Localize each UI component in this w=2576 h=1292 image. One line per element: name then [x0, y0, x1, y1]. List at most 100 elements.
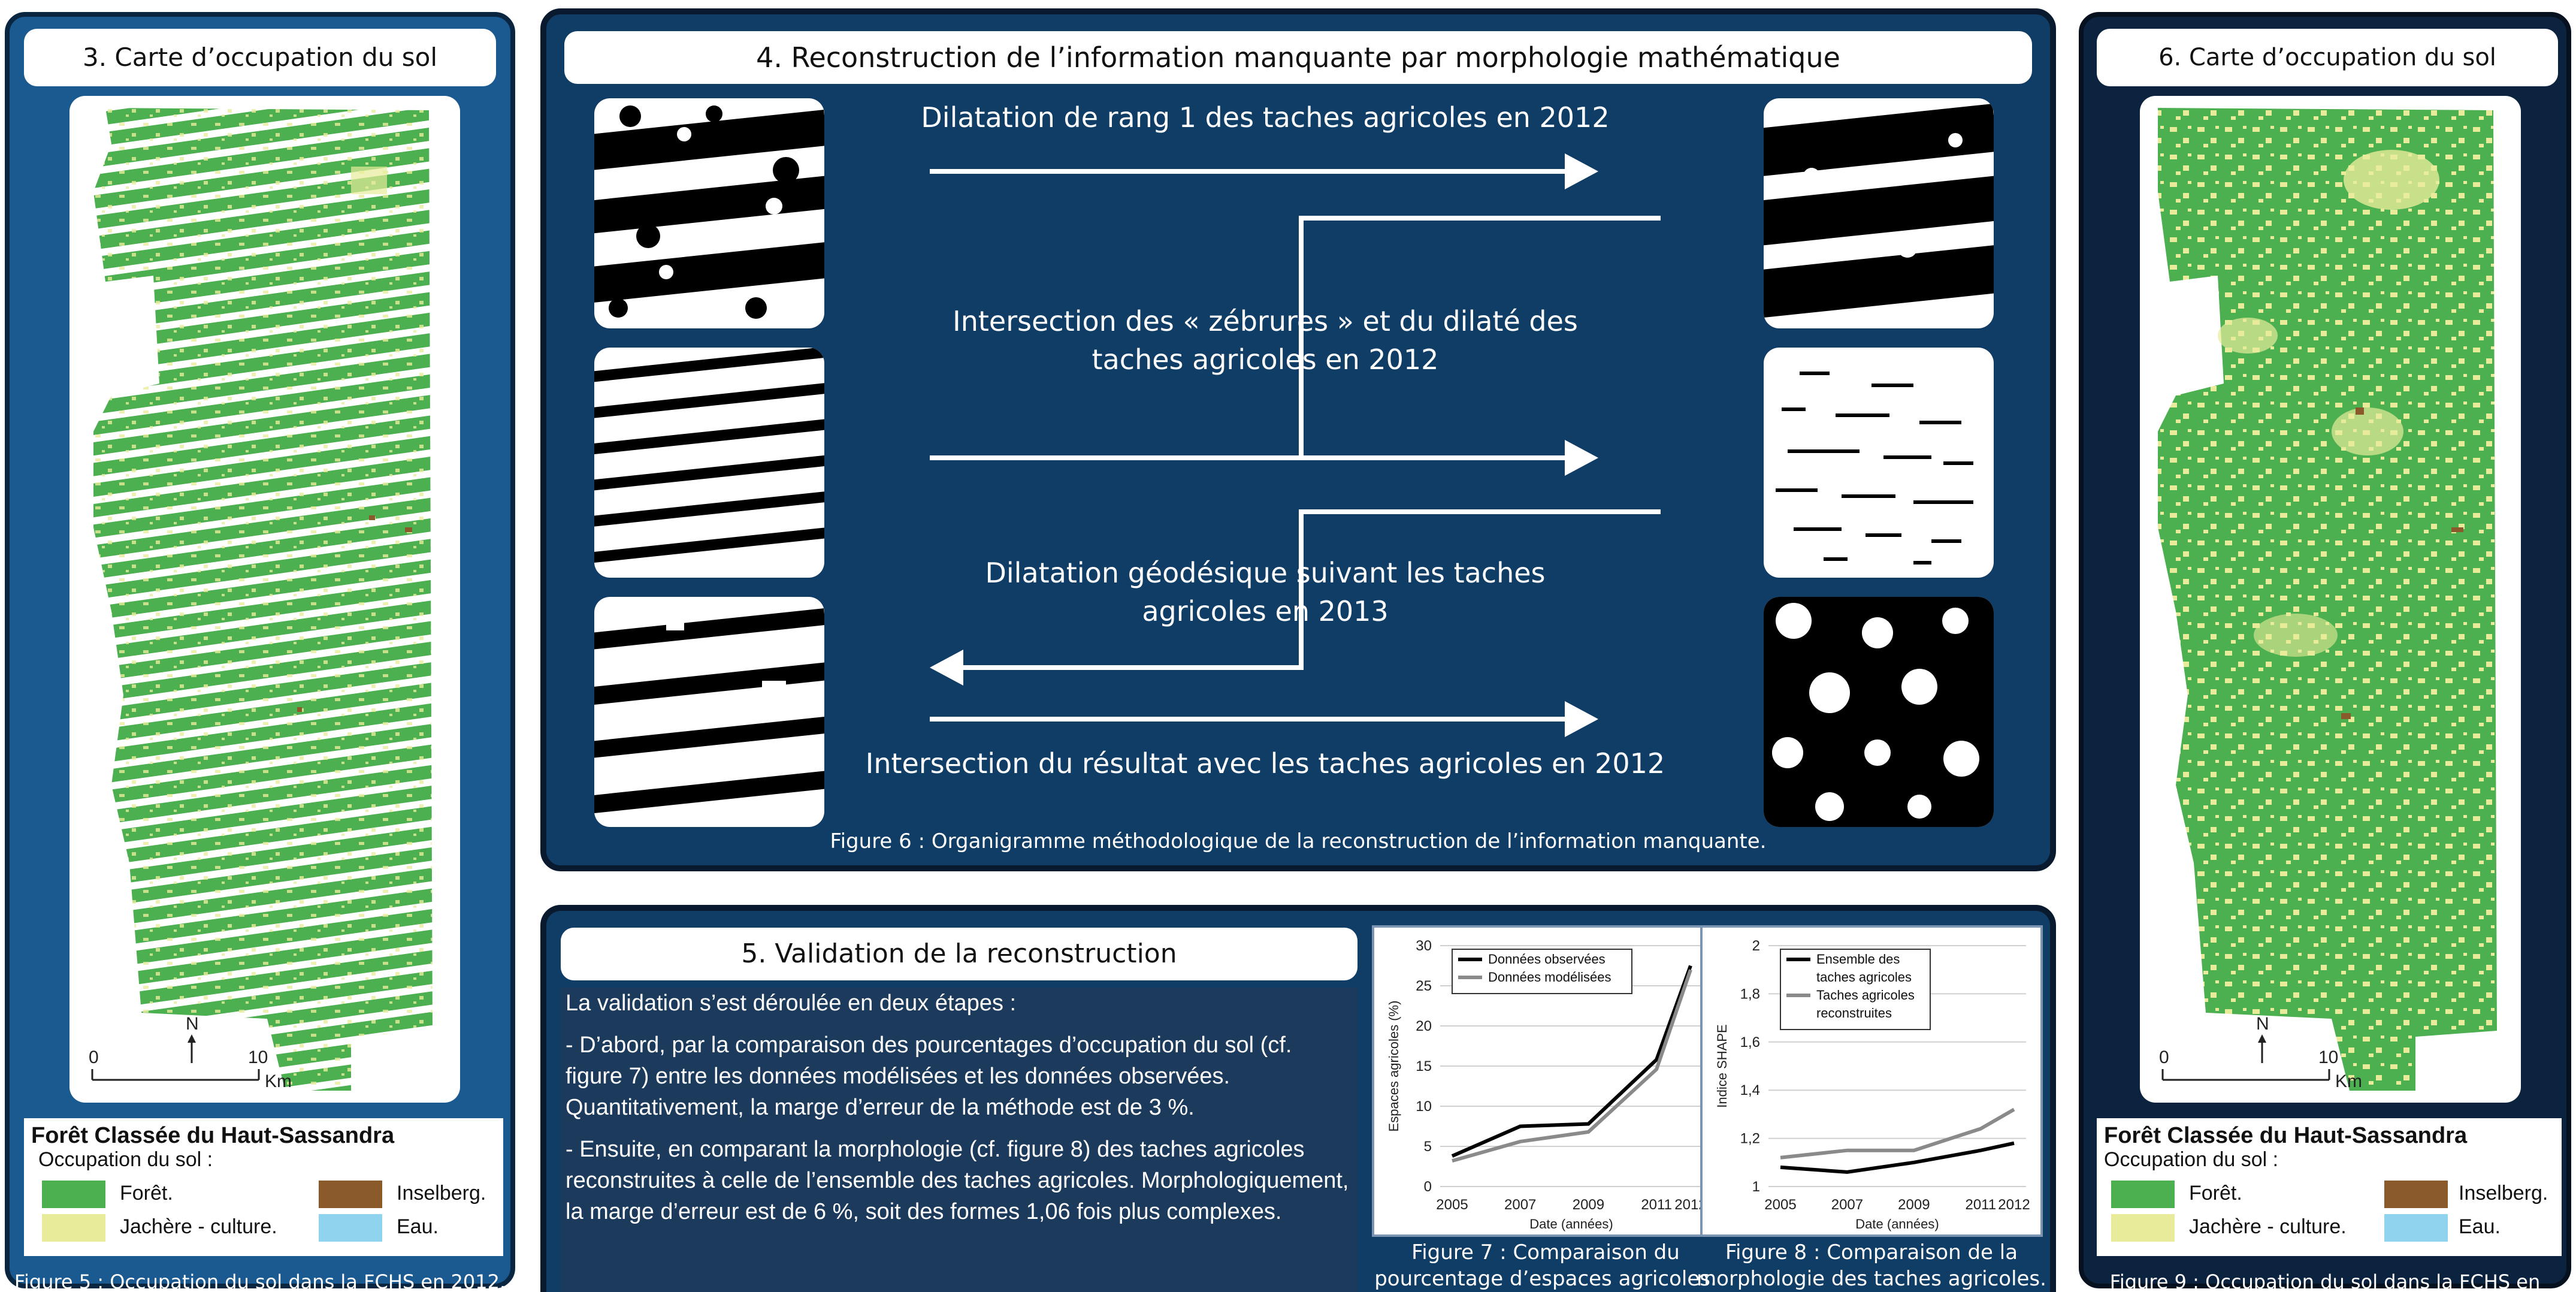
y-tick-label: 1,6	[1740, 1034, 1760, 1050]
series-line-2	[1780, 1107, 2015, 1160]
para-quantitative: - D’abord, par la comparaison des pource…	[566, 1033, 1292, 1120]
legend-label-fallow: Jachère - culture.	[120, 1215, 277, 1238]
scale-bar: N 0 10 Km	[89, 1014, 292, 1091]
legend-swatch-forest	[2111, 1181, 2175, 1208]
figure7-caption: Figure 7 : Comparaison du pourcentage d’…	[1372, 1239, 1719, 1292]
y-tick-label: 15	[1416, 1058, 1432, 1074]
step2-text-line1: Intersection des « zébrures » et du dila…	[953, 305, 1578, 337]
chart-legend-box	[1780, 949, 1931, 1030]
scale-zero: 0	[89, 1048, 99, 1067]
x-tick-label: 2005	[1764, 1197, 1796, 1213]
figure8-caption: Figure 8 : Comparaison de la morphologie…	[1697, 1239, 2046, 1292]
x-tick-label: 2011	[1965, 1197, 1996, 1213]
panel-title: 5. Validation de la reconstruction	[561, 928, 1357, 980]
legend-title: Forêt Classée du Haut-Sassandra	[31, 1123, 395, 1148]
caption-line1: Figure 7 : Comparaison du	[1411, 1240, 1680, 1264]
reconstructed-land-cover-map	[2158, 108, 2497, 1091]
scale-ten: 10	[248, 1048, 268, 1067]
north-arrow-icon	[2161, 1034, 2330, 1081]
land-cover-map	[93, 108, 433, 1091]
binary-image	[594, 608, 824, 814]
thumb-zebra-stripes	[594, 348, 824, 578]
map-legend: Forêt Classée du Haut-Sassandra Occupati…	[24, 1118, 503, 1256]
y-tick-label: 1,8	[1740, 986, 1760, 1002]
legend-label-water: Eau.	[397, 1215, 439, 1238]
y-tick-label: 25	[1416, 978, 1432, 994]
x-tick-label: 2005	[1436, 1197, 1468, 1213]
para-intro: La validation s’est déroulée en deux éta…	[566, 991, 1017, 1016]
thumb-dilated-2012	[1764, 98, 1994, 328]
x-tick-label: 2009	[1898, 1197, 1930, 1213]
scale-zero: 0	[2159, 1048, 2169, 1067]
thumb-intersection	[1764, 348, 1994, 578]
map-legend: Forêt Classée du Haut-Sassandra Occupati…	[2097, 1118, 2562, 1256]
legend-label-2: reconstruites	[1816, 1006, 1892, 1021]
thumb-final-result	[1764, 597, 1994, 827]
x-axis-label: Date (années)	[1855, 1216, 1939, 1231]
figure-caption: Figure 6 : Organigramme méthodologique d…	[830, 829, 1767, 853]
flow-arrows	[930, 153, 1661, 737]
panel-reconstruction-flowchart: 4. Reconstruction de l’information manqu…	[540, 8, 2056, 871]
y-tick-label: 1	[1752, 1179, 1760, 1195]
legend-subtitle: Occupation du sol :	[38, 1148, 213, 1171]
legend-swatch-water	[2384, 1214, 2448, 1242]
caption-line1: Figure 8 : Comparaison de la	[1725, 1240, 2018, 1264]
y-axis-label: Indice SHAPE	[1715, 1024, 1730, 1107]
north-label: N	[186, 1014, 199, 1034]
x-tick-label: 2007	[1504, 1197, 1536, 1213]
panel-land-cover-map: 3. Carte d’occupation du sol	[5, 12, 515, 1292]
y-tick-label: 0	[1424, 1179, 1432, 1195]
panel-validation: 5. Validation de la reconstruction La va…	[540, 905, 2056, 1292]
series-line-2	[1452, 969, 1692, 1163]
legend-label-2: Taches agricoles	[1816, 988, 1915, 1003]
caption-line2: pourcentage d’espaces agricoles.	[1374, 1267, 1717, 1291]
north-label: N	[2256, 1014, 2269, 1034]
scale-unit: Km	[265, 1071, 292, 1091]
north-arrow-icon	[91, 1034, 260, 1081]
step1-text: Dilatation de rang 1 des taches agricole…	[921, 101, 1610, 134]
x-tick-label: 2007	[1831, 1197, 1863, 1213]
panel-title: 3. Carte d’occupation du sol	[24, 29, 496, 86]
series-line-1	[1451, 965, 1692, 1158]
step4-text: Intersection du résultat avec les taches…	[865, 747, 1665, 780]
line-chart: 1 1,2 1,4 1,6 1,8 2 2005 2007 2009 2011 2012 Date (…	[1715, 938, 2030, 1231]
scale-bar: N 0 10 Km	[2159, 1014, 2362, 1091]
legend-swatch-forest	[42, 1181, 105, 1208]
y-tick-label: 5	[1424, 1139, 1432, 1155]
scale-unit: Km	[2335, 1071, 2362, 1091]
legend-label-water: Eau.	[2459, 1215, 2501, 1238]
step3-text-line2: agricoles en 2013	[1142, 595, 1389, 627]
x-axis-label: Date (années)	[1529, 1216, 1613, 1231]
binary-image	[1764, 597, 1994, 827]
y-tick-label: 1,4	[1740, 1082, 1760, 1098]
x-tick-label: 2011	[1641, 1197, 1672, 1213]
panel-title: 4. Reconstruction de l’information manqu…	[564, 31, 2032, 84]
y-tick-label: 30	[1416, 938, 1432, 954]
y-tick-label: 10	[1416, 1098, 1432, 1115]
caption-line2: morphologie des taches agricoles.	[1697, 1267, 2046, 1291]
y-tick-label: 20	[1416, 1018, 1432, 1034]
figure-caption: Figure 9 : Occupation du sol dans la FCH…	[2109, 1270, 2541, 1292]
validation-text: La validation s’est déroulée en deux éta…	[561, 988, 1357, 1292]
legend-swatch-fallow	[42, 1214, 105, 1242]
binary-image	[594, 105, 824, 319]
legend-label-inselberg: Inselberg.	[397, 1182, 486, 1205]
panel-reconstructed-map: 6. Carte d’occupation du sol reconstruit…	[2079, 12, 2571, 1292]
step3-text-line1: Dilatation géodésique suivant les taches	[985, 557, 1546, 589]
legend-label-1: Ensemble des	[1816, 952, 1900, 967]
scale-ten: 10	[2318, 1048, 2339, 1067]
figure8-chart: 1 1,2 1,4 1,6 1,8 2 2005 2007 2009 2011 2012 Date (…	[1700, 925, 2043, 1237]
x-tick-label: 2012	[1998, 1197, 2030, 1213]
figure-caption: Figure 5 : Occupation du sol dans la FCH…	[14, 1270, 506, 1292]
legend-subtitle: Occupation du sol :	[2104, 1148, 2279, 1171]
figure7-chart: 0 5 10 15 20 25 30 2005 2007 2009 2011 2012 Date (an…	[1372, 925, 1719, 1237]
para-morphological: - Ensuite, en comparant la morphologie (…	[566, 1137, 1349, 1224]
chart-legend-box	[1452, 949, 1632, 994]
y-tick-label: 1,2	[1740, 1131, 1760, 1147]
binary-image	[1776, 372, 1973, 565]
legend-swatch-fallow	[2111, 1214, 2175, 1242]
series-line-1	[1780, 1141, 2015, 1174]
legend-swatch-water	[319, 1214, 382, 1242]
